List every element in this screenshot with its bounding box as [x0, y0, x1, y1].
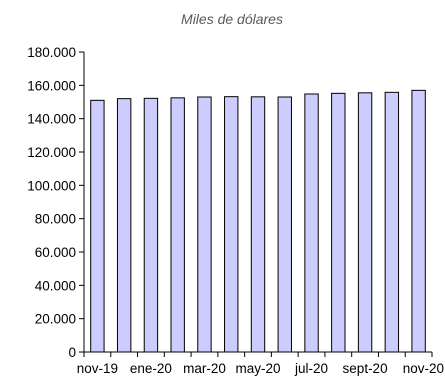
y-tick-label: 100.000 [27, 178, 76, 193]
bars-group [91, 90, 426, 352]
bar-jun-20 [278, 97, 291, 352]
y-tick-label: 0 [68, 345, 76, 360]
bar-nov-19 [91, 100, 104, 352]
y-tick-label: 180.000 [27, 45, 76, 60]
bar-feb-20 [171, 98, 184, 352]
bar-may-20 [251, 97, 264, 352]
x-tick-label: nov-20 [403, 361, 444, 376]
y-tick-label: 80.000 [35, 212, 76, 227]
y-tick-label: 20.000 [35, 312, 76, 327]
y-tick-label: 120.000 [27, 145, 76, 160]
bar-abr-20 [225, 97, 238, 352]
x-tick-label: jul-20 [294, 361, 328, 376]
chart-subtitle: Miles de dólares [181, 11, 283, 27]
bar-ene-20 [144, 98, 157, 352]
x-tick-label: may-20 [235, 361, 280, 376]
x-tick-label: nov-19 [77, 361, 118, 376]
bar-mar-20 [198, 97, 211, 352]
y-tick-label: 60.000 [35, 245, 76, 260]
x-axis-ticks: nov-19 ene-20 mar-20 may-20 jul-20 sept-20 nov… [77, 352, 444, 376]
x-tick-label: ene-20 [130, 361, 172, 376]
y-tick-label: 160.000 [27, 78, 76, 93]
x-tick-label: sept-20 [343, 361, 388, 376]
bar-oct-20 [385, 92, 398, 352]
x-tick-label: mar-20 [183, 361, 226, 376]
bar-jul-20 [305, 94, 318, 352]
bar-dic-19 [117, 99, 130, 352]
y-tick-label: 140.000 [27, 112, 76, 127]
bar-ago-20 [332, 93, 345, 352]
bar-nov-20 [412, 90, 425, 352]
y-tick-label: 40.000 [35, 278, 76, 293]
bar-sept-20 [358, 93, 371, 352]
y-axis-ticks: 0 20.000 40.000 60.000 80.000 100.000 120.000 1… [27, 45, 84, 360]
